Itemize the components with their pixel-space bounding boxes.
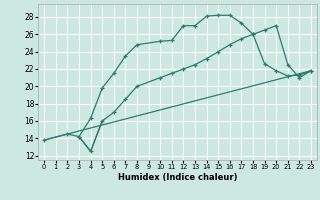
X-axis label: Humidex (Indice chaleur): Humidex (Indice chaleur) [118, 173, 237, 182]
